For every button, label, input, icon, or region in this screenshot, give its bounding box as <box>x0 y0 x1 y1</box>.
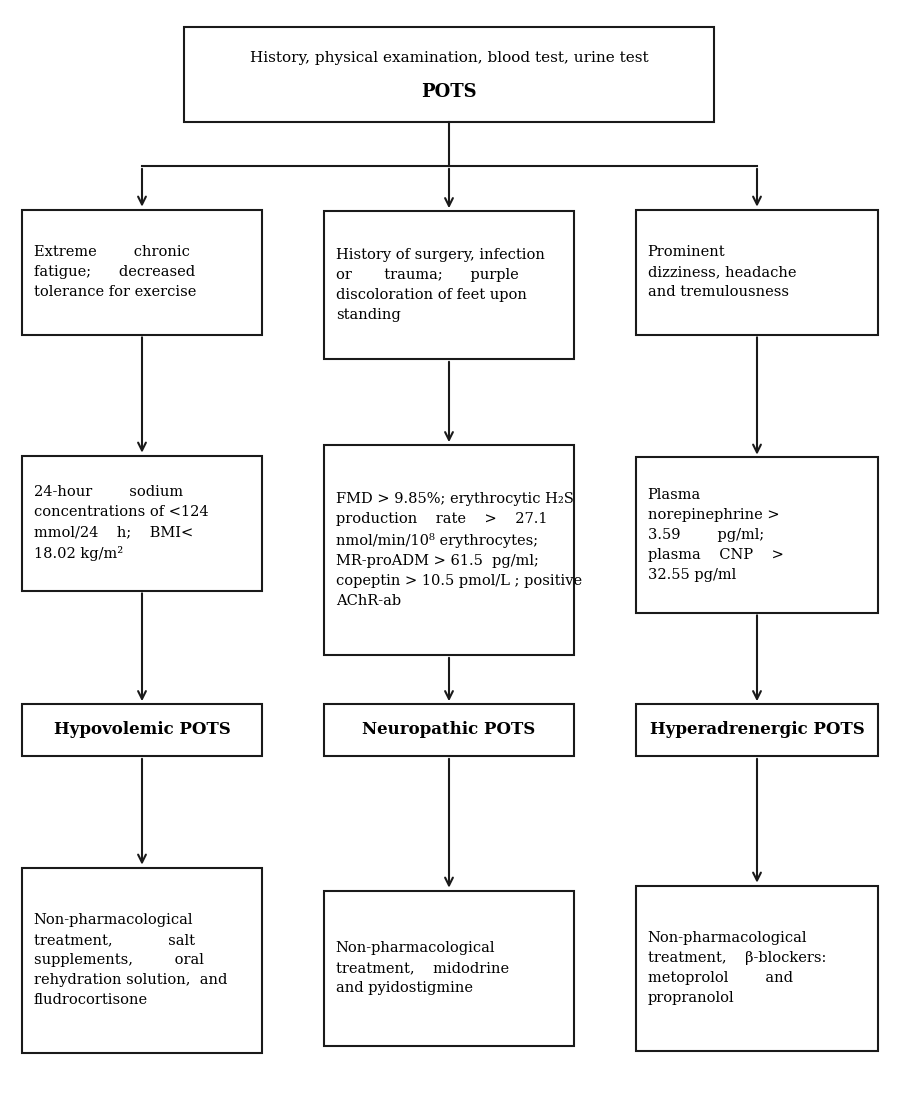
Text: Plasma
norepinephrine >
3.59        pg/ml;
plasma    CNP    >
32.55 pg/ml: Plasma norepinephrine > 3.59 pg/ml; plas… <box>647 488 784 582</box>
Text: History of surgery, infection
or       trauma;      purple
discoloration of feet: History of surgery, infection or trauma;… <box>335 248 545 322</box>
Bar <box>636 458 878 612</box>
Text: FMD > 9.85%; erythrocytic H₂S
production    rate    >    27.1
nmol/min/10⁸ eryth: FMD > 9.85%; erythrocytic H₂S production… <box>335 493 582 608</box>
Text: History, physical examination, blood test, urine test: History, physical examination, blood tes… <box>250 51 648 65</box>
Bar <box>324 445 574 655</box>
Text: Prominent
dizziness, headache
and tremulousness: Prominent dizziness, headache and tremul… <box>647 245 797 299</box>
Text: Neuropathic POTS: Neuropathic POTS <box>362 722 536 738</box>
Text: Non-pharmacological
treatment,    midodrine
and pyidostigmine: Non-pharmacological treatment, midodrine… <box>335 941 509 995</box>
Text: 24-hour        sodium
concentrations of <124
mmol/24    h;    BMI<
18.02 kg/m²: 24-hour sodium concentrations of <124 mm… <box>33 485 209 561</box>
Bar <box>22 456 262 591</box>
Text: POTS: POTS <box>422 83 476 102</box>
Bar <box>324 890 574 1046</box>
Bar <box>324 211 574 359</box>
Bar <box>22 868 262 1052</box>
Text: Non-pharmacological
treatment,            salt
supplements,         oral
rehydra: Non-pharmacological treatment, salt supp… <box>33 913 227 1008</box>
Text: Non-pharmacological
treatment,    β-blockers:
metoprolol        and
propranolol: Non-pharmacological treatment, β-blocker… <box>647 930 826 1005</box>
Bar <box>22 210 262 334</box>
Text: Hypovolemic POTS: Hypovolemic POTS <box>54 722 230 738</box>
Text: Extreme        chronic
fatigue;      decreased
tolerance for exercise: Extreme chronic fatigue; decreased toler… <box>33 245 196 299</box>
Bar <box>636 704 878 756</box>
Bar <box>636 886 878 1050</box>
Bar <box>324 704 574 756</box>
Bar <box>184 28 714 123</box>
Bar <box>636 210 878 334</box>
Bar <box>22 704 262 756</box>
Text: Hyperadrenergic POTS: Hyperadrenergic POTS <box>650 722 864 738</box>
